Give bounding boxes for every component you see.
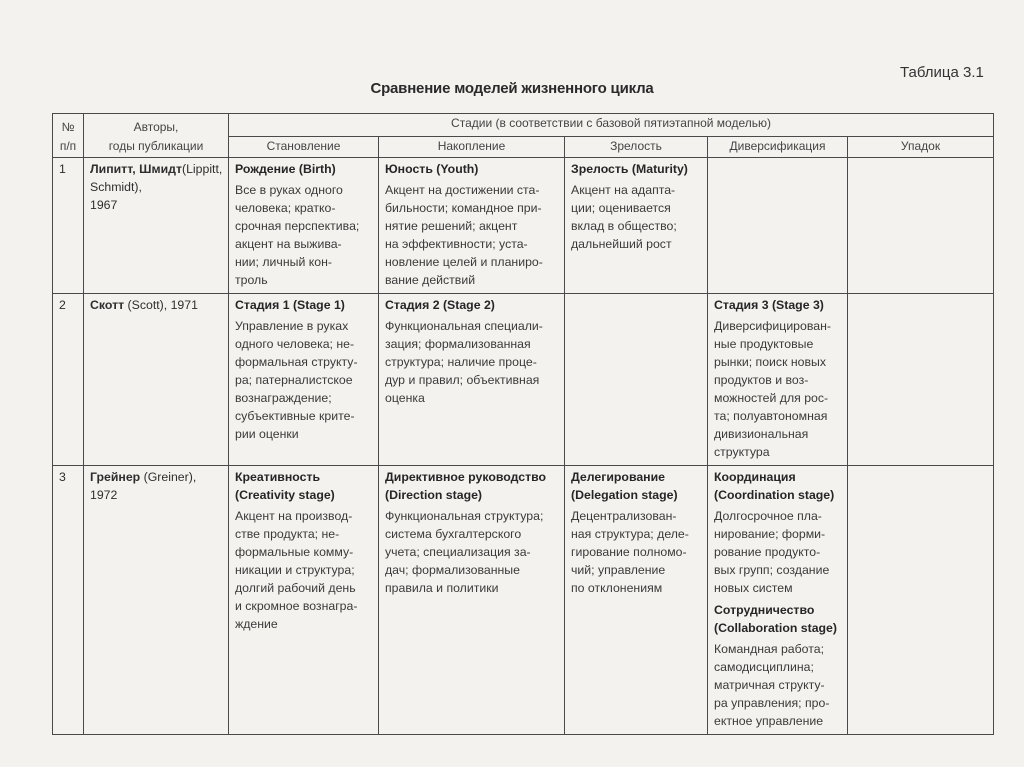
stage-title: Директивное руководство (Direction stage… (385, 470, 547, 502)
stage-cell: Директивное руководство (Direction stage… (378, 465, 565, 735)
author-details: (Scott), 1971 (124, 298, 198, 312)
author-name: Скотт (90, 298, 125, 312)
header-authors: Авторы, годы публикации (83, 113, 229, 158)
stage-cell: Делегирование (Delegation stage) Децентра… (564, 465, 708, 735)
stage-description: Диверсифицирован- ные продуктовые рынки;… (714, 319, 831, 459)
table-row: 2 Скотт (Scott), 1971 Стадия 1 (Stage 1) Уп… (52, 293, 995, 466)
row-author: Грейнер (Greiner), 1972 (83, 465, 229, 735)
author-name: Грейнер (90, 470, 141, 484)
row-author: Скотт (Scott), 1971 (83, 293, 229, 466)
stage-title: Зрелость (Maturity) (571, 162, 688, 176)
stage-description: Децентрализован- ная структура; деле- ги… (571, 509, 689, 595)
stage-cell: Юность (Youth) Акцент на достижении ста- … (378, 157, 565, 294)
stage-description: Все в руках одного человека; кратко- сро… (235, 183, 360, 287)
stage-title: Юность (Youth) (385, 162, 479, 176)
row-num: 3 (52, 465, 84, 735)
stage-title: Рождение (Birth) (235, 162, 336, 176)
header-stage: Накопление (378, 136, 565, 158)
stage-description: Функциональная структура; система бухгал… (385, 509, 544, 595)
table-number: Таблица 3.1 (900, 64, 984, 81)
stage-description: Функциональная специали- зация; формализ… (385, 319, 543, 405)
stage-title: Стадия 2 (Stage 2) (385, 298, 495, 312)
stage-title: Делегирование (Delegation stage) (571, 470, 678, 502)
stage-cell: Креативность (Creativity stage) Акцент на… (228, 465, 379, 735)
header-stages-group: Стадии (в соответствии с базовой пятиэта… (227, 112, 995, 138)
stage-cell (846, 157, 995, 294)
stage-title: Креативность (Creativity stage) (235, 470, 335, 502)
header-stage: Упадок (846, 136, 995, 158)
author-details: (Lippitt, Schmidt), 1967 (90, 162, 223, 212)
header-stage: Зрелость (564, 136, 708, 158)
row-author: Липитт, Шмидт(Lippitt, Schmidt), 1967 (83, 157, 229, 294)
stage-cell: Стадия 1 (Stage 1) Управление в руках одн… (228, 293, 379, 466)
stage-description: Акцент на производ- стве продукта; не- ф… (235, 509, 358, 631)
table-row: 1 Липитт, Шмидт(Lippitt, Schmidt), 1967 Ро… (52, 157, 995, 294)
header-stage: Становление (228, 136, 379, 158)
table-row: 3 Грейнер (Greiner), 1972 Креативность (Cr… (52, 465, 995, 735)
header-num: № п/п (52, 113, 84, 158)
stage-title: Стадия 1 (Stage 1) (235, 298, 345, 312)
stage-cell: Стадия 2 (Stage 2) Функциональная специал… (378, 293, 565, 466)
stage-cell (564, 293, 708, 466)
stage-title: Сотрудничество (Collaboration stage) (714, 603, 837, 635)
stage-description: Долгосрочное пла- нирование; форми- рова… (714, 509, 830, 595)
stage-cell (846, 293, 995, 466)
header-stage: Диверсификация (707, 136, 848, 158)
stage-cell: Стадия 3 (Stage 3) Диверсифицирован- ные … (707, 293, 848, 466)
row-num: 2 (52, 293, 84, 466)
table-title: Сравнение моделей жизненного цикла (370, 80, 654, 97)
stage-cell: Рождение (Birth) Все в руках одного челов… (228, 157, 379, 294)
author-name: Липитт, Шмидт (90, 162, 182, 176)
author-details: (Greiner), 1972 (90, 470, 197, 502)
stage-description: Командная работа; самодисциплина; матрич… (714, 642, 830, 728)
stage-cell (707, 157, 848, 294)
stage-title: Координация (Coordination stage) (714, 470, 835, 502)
row-num: 1 (52, 157, 84, 294)
stage-description: Акцент на адапта- ции; оценивается вклад… (571, 183, 677, 251)
stage-cell: Координация (Coordination stage) Долгосро… (707, 465, 848, 735)
lifecycle-comparison-table: № п/п Авторы, годы публикации Стадии (в … (52, 112, 995, 735)
stage-cell: Зрелость (Maturity) Акцент на адапта- ции… (564, 157, 708, 294)
stage-title: Стадия 3 (Stage 3) (714, 298, 824, 312)
stage-cell (846, 465, 995, 735)
stage-description: Управление в руках одного человека; не- … (235, 319, 358, 441)
stage-description: Акцент на достижении ста- бильности; ком… (385, 183, 543, 287)
